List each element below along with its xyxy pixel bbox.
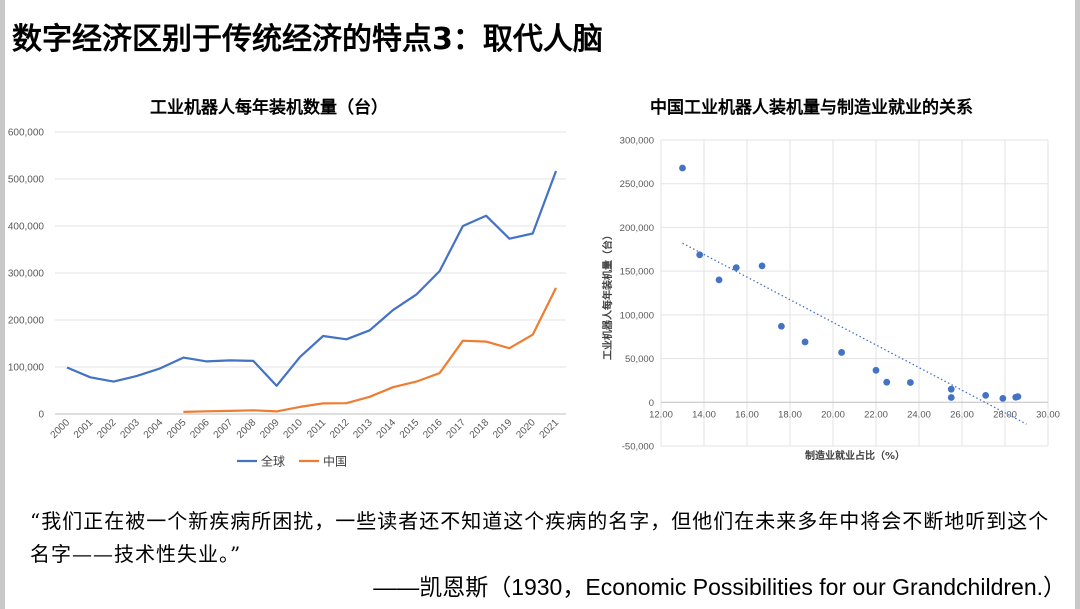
legend-label: 全球 bbox=[261, 454, 285, 469]
x-tick-label: 28.00 bbox=[993, 409, 1017, 420]
scatter-point bbox=[778, 322, 785, 330]
quote-citation: ——凯恩斯（1930，Economic Possibilities for ou… bbox=[373, 574, 1066, 600]
y-tick-label: 50,000 bbox=[625, 354, 654, 365]
y-tick-label: 100,000 bbox=[620, 310, 654, 321]
scatter-point bbox=[679, 164, 686, 172]
scatter-point bbox=[696, 251, 704, 259]
y-tick-label: 200,000 bbox=[620, 223, 654, 234]
x-tick-label: 22.00 bbox=[864, 409, 888, 420]
left-frame-bar bbox=[0, 0, 5, 609]
y-tick-label: -50,000 bbox=[622, 442, 654, 453]
x-tick-label: 24.00 bbox=[907, 409, 931, 420]
scatter-point bbox=[732, 264, 740, 272]
y-tick-label: 600,000 bbox=[8, 128, 45, 139]
y-tick-label: 500,000 bbox=[8, 175, 45, 186]
x-tick-label: 14.00 bbox=[692, 409, 716, 420]
y-tick-label: 0 bbox=[649, 398, 654, 409]
scatter-point bbox=[801, 338, 809, 346]
scatter-point bbox=[1014, 393, 1022, 401]
line-chart-title: 工业机器人每年装机数量（台） bbox=[150, 98, 388, 118]
y-tick-label: 200,000 bbox=[8, 316, 45, 327]
scatter-point bbox=[907, 379, 914, 386]
scatter-point bbox=[758, 262, 766, 270]
y-tick-label: 300,000 bbox=[620, 136, 654, 147]
scatter-point bbox=[715, 276, 723, 284]
x-axis-title: 制造业就业占比（%） bbox=[805, 449, 905, 462]
y-tick-label: 0 bbox=[38, 410, 44, 421]
trendline bbox=[682, 242, 1027, 425]
scatter-point bbox=[838, 349, 845, 356]
x-tick-label: 18.00 bbox=[778, 409, 802, 420]
scatter-point bbox=[883, 378, 891, 386]
right-frame-bar bbox=[1075, 0, 1080, 609]
scatter-point bbox=[872, 366, 880, 374]
x-tick-label: 12.00 bbox=[649, 409, 673, 420]
x-tick-label: 30.00 bbox=[1036, 409, 1060, 420]
x-tick-label: 16.00 bbox=[735, 409, 759, 420]
y-tick-label: 250,000 bbox=[620, 179, 654, 190]
y-axis-title: 工业机器人每年装机量（台） bbox=[601, 230, 614, 360]
y-tick-label: 100,000 bbox=[8, 363, 45, 374]
scatter-point bbox=[982, 391, 990, 399]
y-tick-label: 150,000 bbox=[620, 267, 654, 278]
y-tick-label: 400,000 bbox=[8, 222, 45, 233]
legend-label: 中国 bbox=[323, 454, 347, 469]
scatter-chart-title: 中国工业机器人装机量与制造业就业的关系 bbox=[650, 98, 973, 118]
x-tick-label: 20.00 bbox=[821, 409, 845, 420]
y-tick-label: 300,000 bbox=[8, 269, 45, 280]
scatter-point bbox=[947, 385, 955, 393]
scatter-point bbox=[999, 394, 1007, 402]
line-chart: 0 100,000 200,000 300,000 400,000 500,000 600,… bbox=[8, 128, 566, 469]
scatter-chart: -50,000 0 50,000 100,000 150,000 200,000 250,0… bbox=[601, 136, 1060, 463]
keynes-quote: “我们正在被一个新疾病所困扰，一些读者还不知道这个疾病的名字，但他们在未来多年中… bbox=[30, 509, 1050, 566]
slide-title: 数字经济区别于传统经济的特点3：取代人脑 bbox=[12, 22, 603, 57]
series-line-global bbox=[66, 170, 558, 387]
scatter-point bbox=[947, 394, 955, 401]
series-line-china bbox=[183, 287, 557, 413]
x-tick-label: 26.00 bbox=[950, 409, 974, 420]
